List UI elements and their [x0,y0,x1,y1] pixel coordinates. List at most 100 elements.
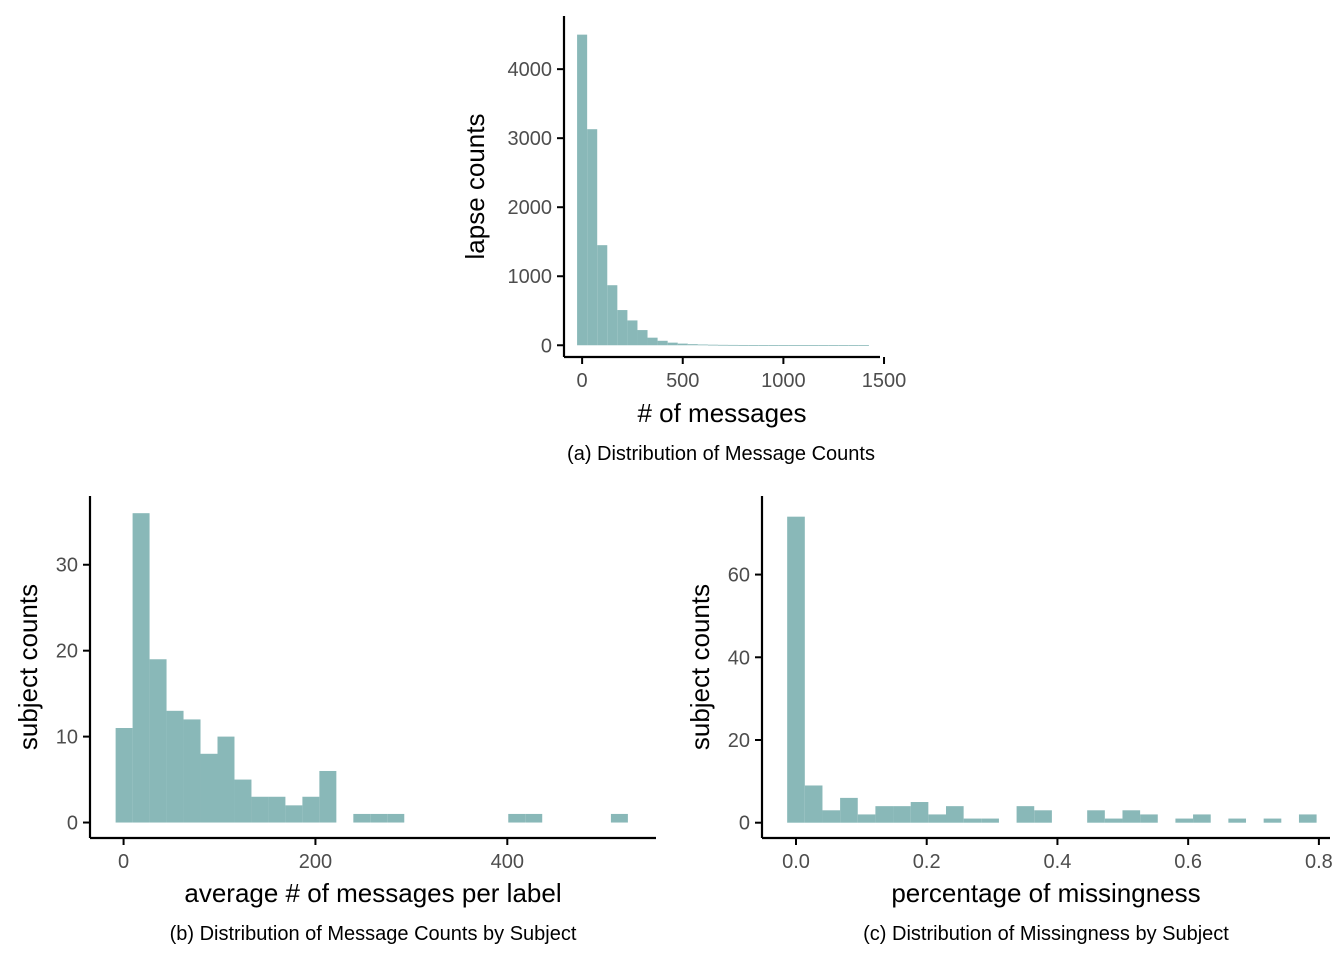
panel-b-bar-6 [217,736,235,823]
panel-a-x-tick-label-1: 500 [666,370,699,392]
panel-a-bar-0 [577,34,588,346]
panel-c-caption: (c) Distribution of Missingness by Subje… [863,923,1229,945]
panel-b-bar-11 [302,796,320,823]
panel-b-bar-17 [508,813,526,823]
panel-a-bar-14 [717,344,729,346]
panel-b-y-tick-label-1: 10 [56,727,78,749]
panel-a-bar-3 [607,285,618,346]
panel-c-bar-8 [928,814,946,823]
panel-a-x-axis-title: # of messages [637,398,806,428]
panel-b: 0 200 400 0 10 20 30 average # of messages per … [13,496,656,945]
panel-a-bar-22 [798,345,809,346]
panel-b-bar-3 [166,710,184,823]
panel-a-bar-2 [597,245,608,346]
panel-b-x-tick-label-2: 400 [491,851,524,873]
panel-a-bar-21 [788,345,799,346]
panel-b-bar-0 [115,728,133,823]
panel-c-bar-2 [822,810,841,823]
panel-a: 0 500 1000 1500 0 1000 2000 3000 4000 # of messag… [460,16,906,465]
panel-a-bar-7 [647,337,658,346]
panel-a-y-tick-label-1: 1000 [508,266,553,288]
panel-a-x-tick-label-0: 0 [577,370,588,392]
panel-a-bar-5 [627,320,638,346]
panel-c-x-tick-label-4: 0.8 [1305,851,1333,873]
panel-a-caption: (a) Distribution of Message Counts [567,443,875,465]
panel-c-bar-12 [1016,806,1035,823]
panel-a-x-tick-label-2: 1000 [761,370,806,392]
panel-c-bar-5 [875,806,894,823]
panel-b-bar-5 [200,753,218,823]
panel-c-bar-22 [1298,814,1317,823]
panel-c-bar-3 [840,797,858,823]
panel-b-bar-2 [149,659,167,823]
panel-c-bar-17 [1140,814,1158,823]
panel-a-bar-28 [858,345,869,346]
panel-c-bar-15 [1104,818,1123,823]
panel-b-y-tick-label-2: 20 [56,641,78,663]
panel-c-bar-13 [1034,810,1052,823]
panel-c-y-tick-label-0: 0 [739,813,750,835]
panel-b-y-tick-label-3: 30 [56,555,78,577]
panel-a-bar-1 [587,129,598,346]
panel-b-bar-14 [353,813,371,823]
panel-c: 0.0 0.2 0.4 0.6 0.8 0 20 40 60 percentage of miss… [685,496,1333,945]
panel-a-x-tick-label-3: 1500 [862,370,907,392]
panel-a-bar-9 [667,342,678,346]
panel-c-bar-6 [893,806,911,823]
panel-c-bar-19 [1193,814,1211,823]
panel-a-bar-12 [697,344,708,346]
panel-a-bar-19 [768,345,779,346]
panel-b-bar-1 [132,513,150,823]
panel-a-bar-11 [687,344,698,346]
panel-a-bar-10 [677,343,688,346]
panel-a-y-tick-label-0: 0 [541,335,552,357]
panel-b-bar-19 [610,813,628,823]
panel-b-bars [115,513,628,823]
panel-c-bar-7 [910,802,929,823]
panel-c-bar-21 [1263,818,1282,823]
panel-c-x-tick-label-2: 0.4 [1044,851,1072,873]
panel-b-x-axis-title: average # of messages per label [184,878,561,908]
panel-c-y-tick-label-3: 60 [728,565,750,587]
panel-c-bar-9 [945,806,964,823]
panel-c-bar-10 [963,818,982,823]
panel-a-y-tick-label-4: 4000 [508,59,553,81]
panel-a-bar-26 [838,345,849,346]
panel-a-bar-4 [617,310,628,346]
panel-c-x-tick-label-0: 0.0 [782,851,810,873]
panel-b-bar-18 [525,813,543,823]
panel-b-y-tick-label-0: 0 [67,813,78,835]
panel-c-bar-4 [857,814,876,823]
panel-b-bar-8 [251,796,269,823]
panel-c-bar-11 [981,818,999,823]
panel-b-x-tick-label-1: 200 [299,851,332,873]
panel-c-bar-0 [787,516,805,823]
panel-a-bar-16 [738,344,749,346]
panel-c-x-axis-title: percentage of missingness [891,878,1200,908]
panel-a-bar-25 [828,345,839,346]
panel-c-y-tick-label-2: 40 [728,647,750,669]
panel-a-bars [577,34,869,346]
panel-a-bar-24 [818,345,829,346]
panel-a-y-tick-label-3: 3000 [508,128,553,150]
panel-b-bar-10 [285,805,303,823]
panel-c-x-tick-label-1: 0.2 [913,851,941,873]
panel-b-y-axis-title: subject counts [13,584,43,750]
panel-b-bar-4 [183,719,201,823]
panel-b-caption: (b) Distribution of Message Counts by Su… [170,923,577,945]
panel-c-bar-1 [804,785,823,823]
panel-a-bar-15 [728,344,739,346]
panel-a-bar-20 [778,345,789,346]
panel-c-bar-16 [1122,810,1141,823]
panel-a-bar-8 [657,340,668,346]
panel-a-bar-6 [637,330,648,346]
panel-a-bar-18 [758,345,769,346]
panel-c-bar-20 [1228,818,1247,823]
panel-a-bar-27 [848,345,859,346]
panel-c-x-tick-label-3: 0.6 [1174,851,1202,873]
panel-b-x-tick-label-0: 0 [118,851,129,873]
panel-a-y-axis-title: lapse counts [460,114,490,260]
panel-c-y-axis-title: subject counts [685,584,715,750]
panel-a-y-tick-label-2: 2000 [508,197,553,219]
